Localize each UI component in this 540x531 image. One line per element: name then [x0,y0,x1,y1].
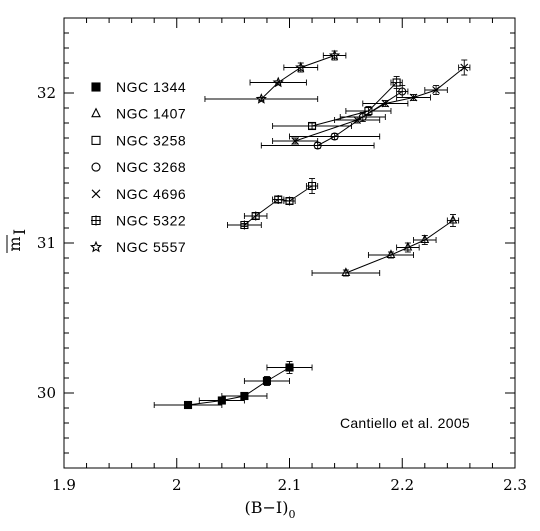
data-point [91,162,101,172]
annotation: Cantiello et al. 2005 [340,415,470,431]
legend-item: NGC 3258 [91,132,186,148]
x-axis-label-main: (B−I) [245,498,289,517]
series-ngc-4696 [272,59,471,145]
data-point [89,240,103,253]
data-point [353,116,362,124]
legend-item: NGC 1344 [91,79,186,95]
data-point [307,121,317,131]
data-point [328,49,341,61]
series-line [294,67,465,142]
data-point [285,363,294,372]
data-point [91,189,101,199]
data-point [91,135,101,145]
data-point [285,196,294,206]
y-tick-label: 32 [37,84,56,102]
x-tick-label: 2.1 [278,476,302,494]
data-point [91,215,101,226]
data-point [307,181,317,191]
data-point [392,78,401,87]
data-point [330,132,339,141]
x-axis-label: (B−I)0 [245,498,296,521]
data-point [460,63,469,72]
legend-item: NGC 1407 [91,106,186,122]
legend-label: NGC 4696 [116,186,186,202]
data-point [273,195,283,204]
series-line [317,91,403,146]
data-point [240,391,249,401]
legend-label: NGC 3258 [116,132,186,148]
error-bar [283,62,319,73]
data-point [251,211,261,221]
data-point [91,107,101,118]
data-point [183,400,193,410]
series-line [260,55,335,100]
data-point [255,93,267,104]
y-tick-label: 31 [37,234,56,252]
series-line [345,220,454,274]
y-axis-label-sub: I [10,229,29,235]
data-point [239,220,249,230]
data-point [448,214,458,224]
legend-label: NGC 1344 [116,79,186,95]
y-axis-label: m I [5,229,29,253]
series-ngc-1344 [153,361,313,410]
data-point [398,87,407,96]
x-tick-label: 2.3 [503,476,527,494]
data-point [272,76,284,88]
x-tick-label: 1.9 [52,476,76,494]
series-ngc-5557 [204,49,347,104]
axis-ticks: 1.9 2 2.1 2.2 2.3 30 31 32 [37,17,527,494]
data-point [420,234,430,244]
legend-label: NGC 5557 [116,239,186,255]
x-tick-label: 2.2 [390,476,414,494]
legend-item: NGC 3268 [91,159,186,175]
legend-label: NGC 5322 [116,213,186,229]
data-point [295,61,307,73]
data-point [341,267,351,277]
series-ngc-5322 [227,178,319,230]
y-axis-label-main: m [5,236,24,251]
data-point [432,86,440,94]
series-line [187,367,290,406]
legend-label: NGC 1407 [116,106,186,122]
series-ngc-3258 [272,76,403,131]
data-point [386,249,396,259]
data-point [409,93,418,102]
legend-item: NGC 4696 [91,186,186,202]
data-point [91,82,101,92]
data-point [262,376,272,386]
legend-label: NGC 3268 [116,159,186,175]
x-tick-label: 2 [172,476,182,494]
legend: NGC 1344 NGC 1407 NGC 3258 NGC 3268 NGC 4696… [89,79,186,255]
legend-item: NGC 5557 [89,239,186,255]
x-axis-label-sub: 0 [288,508,295,521]
data-point [381,99,390,108]
series-layer [153,49,471,410]
legend-item: NGC 5322 [91,213,186,229]
data-point [291,137,300,145]
data-point [403,241,413,251]
y-tick-label: 30 [37,384,56,402]
series-ngc-1407 [311,214,460,277]
